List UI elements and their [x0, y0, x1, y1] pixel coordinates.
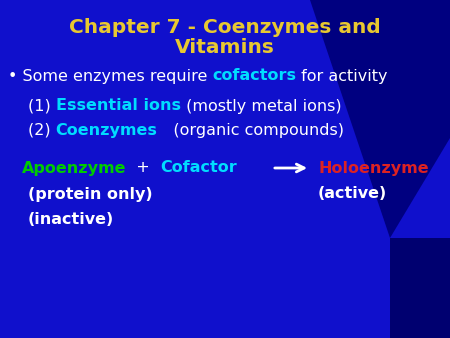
Text: (protein only): (protein only): [28, 187, 153, 201]
Polygon shape: [310, 0, 450, 238]
Text: for activity: for activity: [297, 69, 388, 83]
Text: Chapter 7 - Coenzymes and: Chapter 7 - Coenzymes and: [69, 18, 381, 37]
Text: (mostly metal ions): (mostly metal ions): [181, 98, 342, 114]
Polygon shape: [390, 238, 450, 338]
Text: (organic compounds): (organic compounds): [158, 122, 344, 138]
Text: Coenzymes: Coenzymes: [56, 122, 158, 138]
Text: (1): (1): [28, 98, 56, 114]
Text: Holoenzyme: Holoenzyme: [318, 161, 428, 175]
Text: Essential ions: Essential ions: [56, 98, 181, 114]
Text: Cofactor: Cofactor: [161, 161, 237, 175]
Text: Vitamins: Vitamins: [175, 38, 275, 57]
Text: Apoenzyme: Apoenzyme: [22, 161, 126, 175]
Text: • Some enzymes require: • Some enzymes require: [8, 69, 212, 83]
Text: (active): (active): [318, 187, 387, 201]
Text: +: +: [126, 161, 161, 175]
Text: (2): (2): [28, 122, 56, 138]
Text: (inactive): (inactive): [28, 213, 114, 227]
Text: cofactors: cofactors: [212, 69, 297, 83]
